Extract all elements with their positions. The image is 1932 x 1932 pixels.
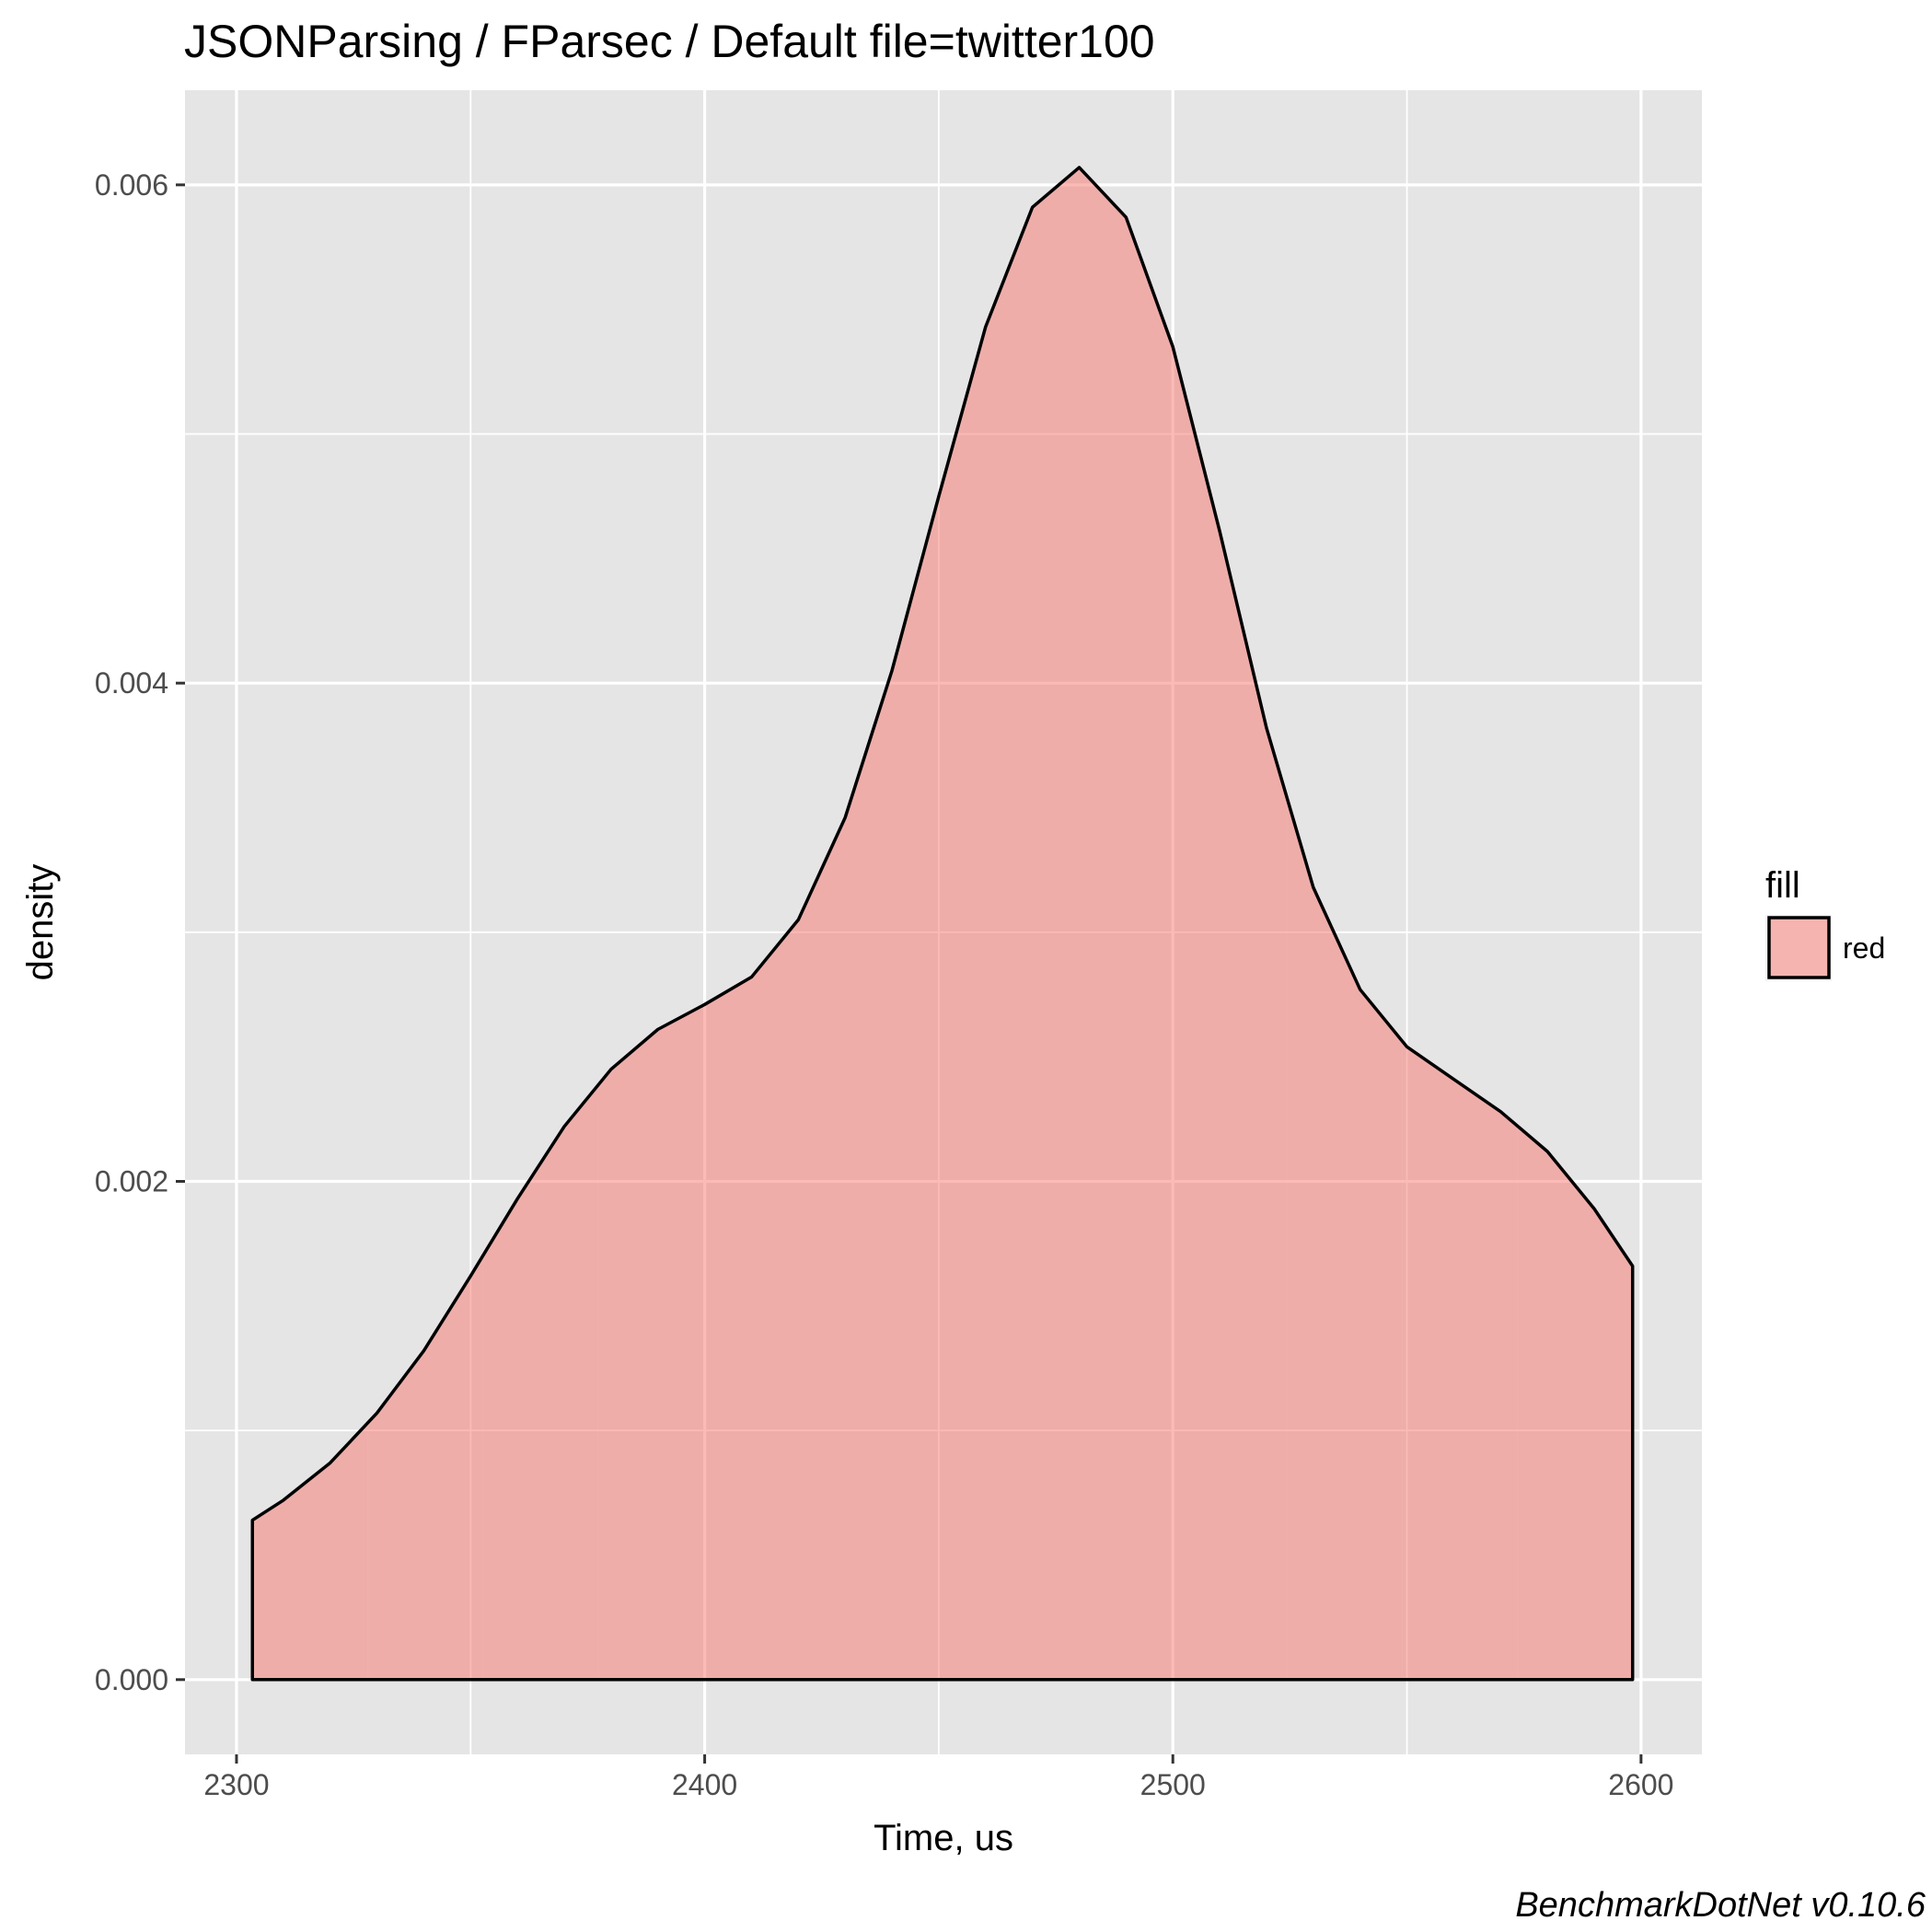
density-fill-band <box>942 185 1058 1680</box>
x-tick-label: 2300 <box>203 1768 269 1801</box>
density-fill-band <box>1517 1126 1633 1680</box>
y-tick-label: 0.004 <box>95 666 168 700</box>
y-tick-label: 0.006 <box>95 168 168 202</box>
density-fill-band <box>1287 799 1403 1680</box>
density-fill-band <box>712 856 828 1680</box>
y-axis-title: density <box>20 864 61 981</box>
density-fill-band <box>1172 345 1288 1680</box>
legend: fill red <box>1765 865 1885 981</box>
density-outline <box>250 166 1635 1682</box>
density-fill-band <box>1057 167 1173 1680</box>
density-fill-band <box>597 1000 713 1680</box>
density-fill-band <box>482 1085 598 1680</box>
density-fill-band <box>367 1256 483 1680</box>
legend-label-red: red <box>1843 931 1885 965</box>
legend-title: fill <box>1765 865 1800 906</box>
density-fill-band <box>827 482 943 1680</box>
density-fill-band <box>1402 1041 1518 1680</box>
caption: BenchmarkDotNet v0.10.6 <box>1515 1886 1926 1925</box>
y-tick-label: 0.002 <box>95 1164 168 1197</box>
x-axis: 2300 2400 2500 2600 <box>203 1754 1673 1801</box>
x-axis-title: Time, us <box>873 1818 1013 1858</box>
x-tick-label: 2500 <box>1140 1768 1206 1801</box>
x-tick-label: 2400 <box>672 1768 737 1801</box>
x-tick-label: 2600 <box>1608 1768 1673 1801</box>
legend-swatch <box>1767 916 1831 979</box>
y-tick-label: 0.000 <box>95 1663 168 1696</box>
density-series <box>250 166 1635 1682</box>
density-fill-band <box>252 1423 368 1680</box>
chart-title: JSONParsing / FParsec / Default file=twi… <box>184 16 1155 67</box>
y-axis: 0.000 0.002 0.004 0.006 <box>95 168 185 1696</box>
